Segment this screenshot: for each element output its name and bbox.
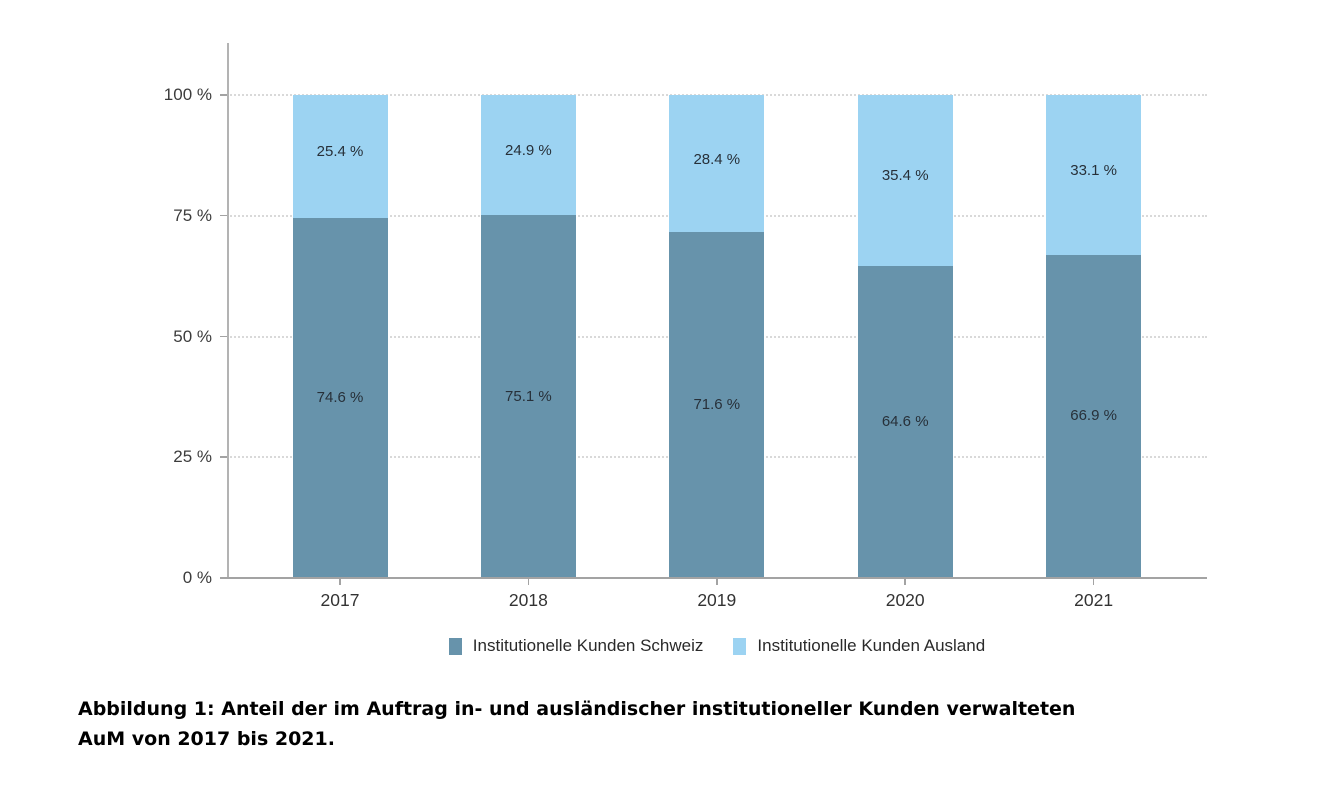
y-axis-tick-label: 50 % — [173, 326, 212, 346]
x-axis-tick-label: 2019 — [697, 590, 737, 610]
bar-value-label-schweiz-2021: 66.9 % — [1070, 407, 1117, 425]
x-axis-tick — [716, 579, 718, 585]
y-axis-tick — [220, 94, 227, 96]
x-axis-tick — [1092, 579, 1095, 585]
x-axis-tick-label: 2018 — [508, 590, 548, 610]
bar-value-label-ausland-2021: 33.1 % — [1070, 161, 1117, 179]
figure-caption: Abbildung 1: Anteil der im Auftrag in- u… — [78, 694, 1288, 754]
bar-value-label-ausland-2020: 35.4 % — [881, 167, 929, 185]
bar-value-label-ausland-2017: 25.4 % — [316, 143, 364, 161]
y-axis-tick-label: 100 % — [163, 85, 212, 104]
bar-segment-ausland-2021 — [1046, 95, 1142, 255]
stacked-bar-chart: 0 % 25 % 50 % 75 % 100 % 25.4 % 74.6 % 2017 24.9… — [163, 43, 1207, 610]
bar-segment-ausland-2018 — [480, 95, 576, 216]
x-axis-tick — [904, 579, 906, 585]
figure-caption-line1: Abbildung 1: Anteil der im Auftrag in- u… — [78, 698, 1076, 720]
legend-label-ausland: Institutionelle Kunden Ausland — [757, 636, 986, 655]
bar-value-label-schweiz-2017: 74.6 % — [316, 388, 364, 406]
figure-caption-line2: AuM von 2017 bis 2021. — [78, 728, 335, 750]
y-axis-tick — [220, 456, 227, 458]
legend-swatch-schweiz — [448, 637, 462, 655]
y-axis-tick — [220, 214, 227, 217]
bar-segment-schweiz-2021 — [1046, 254, 1142, 578]
y-axis-tick-label: 75 % — [173, 205, 212, 225]
y-axis-tick-label: 25 % — [173, 447, 212, 467]
bar-segment-schweiz-2017 — [292, 217, 388, 578]
bar-value-label-schweiz-2018: 75.1 % — [505, 387, 552, 405]
bar-segment-schweiz-2019 — [669, 232, 765, 578]
legend-item-ausland: Institutionelle Kunden Ausland — [733, 636, 985, 656]
y-axis-tick — [220, 335, 227, 337]
legend-label-schweiz: Institutionelle Kunden Schweiz — [472, 636, 704, 655]
bar-value-label-ausland-2019: 28.4 % — [693, 150, 741, 168]
x-axis-tick — [339, 579, 341, 585]
bar-value-label-schweiz-2019: 71.6 % — [693, 396, 741, 414]
bar-segment-ausland-2020 — [857, 95, 953, 266]
legend-swatch-ausland — [733, 637, 747, 655]
bar-segment-schweiz-2018 — [480, 215, 576, 578]
bar-segment-ausland-2017 — [292, 95, 388, 218]
y-axis-tick-label: 0 % — [182, 568, 212, 587]
x-axis-tick-label: 2020 — [885, 590, 925, 610]
bar-value-label-ausland-2018: 24.9 % — [505, 142, 552, 160]
y-axis-line — [227, 43, 229, 578]
y-axis-tick — [220, 577, 227, 579]
bar-segment-schweiz-2020 — [857, 265, 953, 578]
bar-value-label-schweiz-2020: 64.6 % — [881, 412, 929, 430]
x-axis-tick-label: 2021 — [1074, 590, 1114, 610]
chart-legend: Institutionelle Kunden Schweiz Instituti… — [227, 636, 1207, 656]
bar-segment-ausland-2019 — [669, 95, 765, 233]
x-axis-tick-label: 2017 — [320, 590, 360, 610]
legend-item-schweiz: Institutionelle Kunden Schweiz — [448, 636, 704, 656]
x-axis-line — [227, 577, 1207, 579]
x-axis-tick — [527, 579, 530, 585]
